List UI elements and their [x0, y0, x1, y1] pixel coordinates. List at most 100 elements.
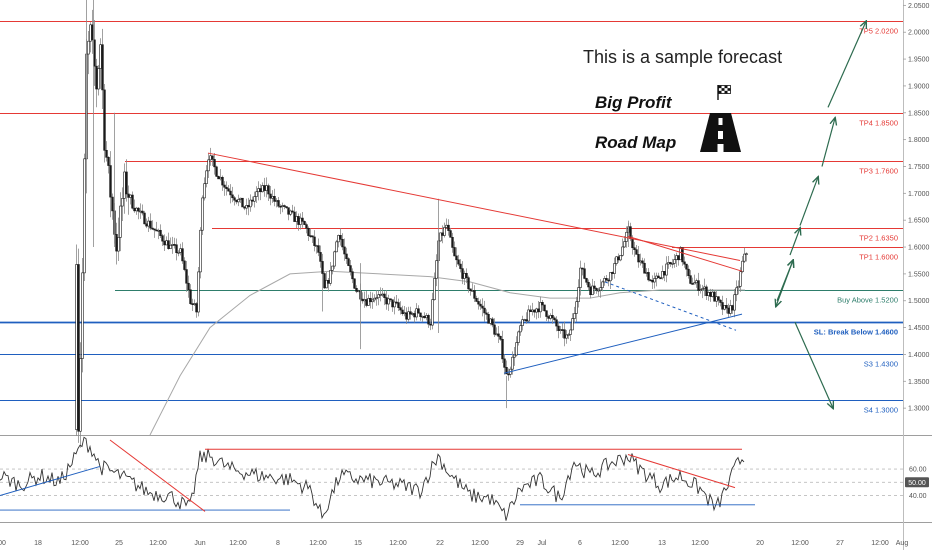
- price-tick-label: 1.5500: [908, 271, 930, 278]
- candle: [247, 205, 250, 208]
- price-tick-label: 1.9500: [908, 57, 930, 64]
- candle: [119, 205, 122, 238]
- candles-layer: [75, 0, 748, 448]
- candle: [683, 261, 686, 265]
- candle: [603, 278, 606, 283]
- candle: [649, 279, 652, 282]
- candle: [259, 188, 262, 193]
- candle: [415, 308, 418, 318]
- candle: [531, 309, 534, 312]
- level-label: Buy Above 1.5200: [837, 296, 898, 305]
- candle: [75, 264, 78, 430]
- candle: [561, 329, 564, 331]
- time-tick-label: 12:00: [229, 540, 247, 547]
- time-tick-label: 12:00: [389, 540, 407, 547]
- candle: [585, 278, 588, 283]
- candle: [211, 155, 214, 160]
- candle: [431, 299, 434, 326]
- candle: [405, 312, 408, 320]
- candle: [411, 313, 414, 315]
- candle: [719, 299, 722, 303]
- candle: [235, 199, 238, 203]
- candle: [177, 252, 180, 254]
- candle: [421, 315, 424, 318]
- candle: [233, 197, 236, 201]
- candle: [587, 281, 590, 288]
- price-tick-label: 2.0500: [908, 3, 930, 10]
- time-tick-label: 29: [516, 540, 524, 547]
- candle: [323, 273, 326, 289]
- candle: [107, 157, 110, 166]
- candle: [213, 159, 216, 168]
- candle: [557, 325, 560, 331]
- candle: [151, 227, 154, 230]
- candle: [303, 221, 306, 225]
- candle: [269, 193, 272, 199]
- candle: [203, 183, 206, 199]
- candle: [621, 246, 624, 256]
- candle: [149, 220, 152, 229]
- candle: [191, 303, 194, 305]
- candle: [267, 185, 270, 195]
- time-tick-label: 6: [578, 540, 582, 547]
- candle: [567, 334, 570, 336]
- oscillator-level-badge: [905, 477, 929, 488]
- candle: [95, 65, 98, 90]
- candle: [175, 244, 178, 253]
- candle: [137, 207, 140, 212]
- price-tick-label: 2.0000: [908, 30, 930, 37]
- candle: [595, 288, 598, 291]
- candle: [319, 252, 322, 262]
- candle: [607, 279, 610, 282]
- candle: [571, 318, 574, 331]
- candle: [739, 271, 742, 287]
- candle: [243, 206, 246, 209]
- candle: [511, 356, 514, 370]
- candle: [257, 188, 260, 193]
- candle: [667, 262, 670, 265]
- candle: [465, 273, 468, 279]
- candle: [495, 333, 498, 336]
- candle: [501, 339, 504, 360]
- candle: [545, 310, 548, 317]
- level-label: TP5 2.0200: [859, 27, 898, 36]
- time-tick-label: 27: [836, 540, 844, 547]
- candle: [685, 263, 688, 270]
- candle: [725, 305, 728, 309]
- candle: [651, 280, 654, 283]
- candle: [231, 194, 234, 199]
- candle: [305, 224, 308, 229]
- candle: [291, 210, 294, 213]
- candle: [671, 263, 674, 265]
- candle: [365, 299, 368, 306]
- candle: [409, 311, 412, 315]
- time-tick-label: 00: [0, 540, 6, 547]
- candle: [273, 196, 276, 202]
- candle: [605, 278, 608, 281]
- candle: [375, 297, 378, 300]
- candle: [525, 319, 528, 322]
- candle: [127, 193, 130, 198]
- candle: [339, 235, 342, 240]
- time-tick-label: 20: [756, 540, 764, 547]
- candle: [467, 277, 470, 290]
- candle: [227, 188, 230, 192]
- candle: [497, 333, 500, 337]
- level-label: SL: Break Below 1.4600: [814, 328, 898, 337]
- candle: [475, 298, 478, 302]
- candle: [163, 240, 166, 246]
- candle: [435, 260, 438, 279]
- candle: [703, 286, 706, 289]
- candle: [131, 194, 134, 209]
- candle: [369, 297, 372, 303]
- candle: [245, 205, 248, 209]
- candle: [637, 254, 640, 263]
- candle: [165, 240, 168, 246]
- candle: [543, 304, 546, 312]
- candle: [591, 285, 594, 296]
- candle: [535, 308, 538, 313]
- forecast-arrow: [827, 21, 866, 108]
- time-tick-label: 12:00: [791, 540, 809, 547]
- candle: [403, 312, 406, 315]
- oscillator-support-trendline: [0, 465, 101, 497]
